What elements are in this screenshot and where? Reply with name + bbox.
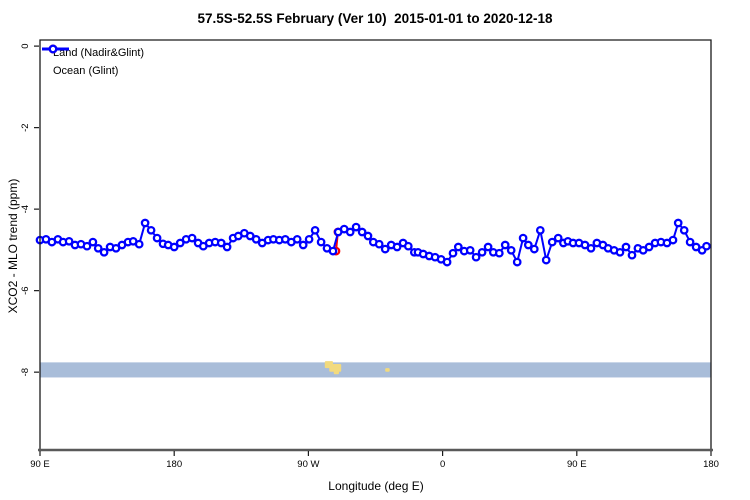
data-point-ocean (471, 252, 481, 262)
data-point-ocean (292, 234, 302, 244)
x-tick-label: 90 E (567, 459, 587, 470)
data-point-ocean (146, 225, 156, 235)
data-point-ocean (357, 227, 367, 237)
data-point-ocean (586, 243, 596, 253)
data-point-ocean (518, 233, 528, 243)
legend-item-ocean: Ocean (Glint) (42, 44, 144, 80)
data-point-ocean (644, 242, 654, 252)
data-point-ocean (363, 231, 373, 241)
legend-label-ocean: Ocean (Glint) (53, 65, 119, 77)
data-point-ocean (442, 257, 452, 267)
data-point-ocean (627, 250, 637, 260)
data-point-ocean (685, 237, 695, 247)
data-point-ocean (298, 240, 308, 250)
data-point-ocean (673, 218, 683, 228)
data-point-ocean (523, 240, 533, 250)
plot-box (39, 39, 712, 450)
data-point-ocean (668, 235, 678, 245)
ocean-series-symbol-icon (42, 44, 69, 54)
x-tick-label: 180 (703, 459, 719, 470)
data-point-ocean (483, 242, 493, 252)
map-strip-land-patch (329, 364, 342, 372)
data-point-ocean (216, 238, 226, 248)
data-point-ocean (547, 237, 557, 247)
data-point-ocean (310, 225, 320, 235)
data-point-ocean (82, 241, 92, 251)
y-tick-label: -2 (20, 123, 31, 131)
x-tick-label: 180 (166, 459, 182, 470)
y-tick-label: 0 (20, 43, 31, 48)
legend-label-land: Land (Nadir&Glint) (53, 47, 145, 59)
data-point-ocean (93, 243, 103, 253)
data-point-ocean (535, 225, 545, 235)
data-point-ocean (169, 242, 179, 252)
data-point-ocean (506, 245, 516, 255)
data-point-ocean (222, 242, 232, 252)
data-point-ocean (679, 225, 689, 235)
data-point-ocean (251, 234, 261, 244)
data-point-ocean (465, 245, 475, 255)
data-point-ocean (529, 244, 539, 254)
y-tick-label: -8 (20, 368, 31, 376)
map-strip-land-patch (385, 368, 390, 372)
data-point-ocean (88, 237, 98, 247)
data-point-ocean (304, 234, 314, 244)
map-strip-ocean-band (40, 362, 711, 378)
data-point-ocean (345, 227, 355, 237)
data-point-ocean (512, 257, 522, 267)
legend: Land (Nadir&Glint) Ocean (Glint) (42, 44, 144, 80)
data-point-ocean (541, 255, 551, 265)
data-point-ocean (64, 236, 74, 246)
data-point-ocean (152, 233, 162, 243)
data-point-ocean (403, 241, 413, 251)
x-axis-title: Longitude (deg E) (328, 479, 424, 493)
data-point-ocean (453, 242, 463, 252)
data-point-ocean (140, 218, 150, 228)
data-point-ocean (351, 222, 361, 232)
y-axis-title: XCO2 - MLO trend (ppm) (6, 178, 20, 314)
data-point-ocean (392, 242, 402, 252)
data-point-ocean (99, 247, 109, 257)
data-point-ocean (175, 238, 185, 248)
x-tick-label: 0 (440, 459, 445, 470)
data-point-ocean (316, 237, 326, 247)
data-point-ocean (553, 233, 563, 243)
data-point-ocean (702, 241, 711, 251)
x-tick-label: 90 E (30, 459, 50, 470)
data-point-ocean (134, 239, 144, 249)
data-point-ocean (477, 247, 487, 257)
data-point-ocean (380, 244, 390, 254)
data-point-ocean (328, 246, 338, 256)
data-point-ocean (621, 242, 631, 252)
data-point-ocean (374, 239, 384, 249)
data-point-ocean (494, 248, 504, 258)
y-tick-label: -4 (20, 205, 31, 213)
data-point-ocean (500, 240, 510, 250)
map-strip-land-patch (333, 370, 339, 375)
chart-title: 57.5S-52.5S February (Ver 10) 2015-01-01… (197, 11, 553, 26)
data-point-ocean (615, 247, 625, 257)
data-point-ocean (187, 233, 197, 243)
x-tick-label: 90 W (297, 459, 319, 470)
y-tick-label: -6 (20, 286, 31, 294)
data-point-ocean (448, 248, 458, 258)
